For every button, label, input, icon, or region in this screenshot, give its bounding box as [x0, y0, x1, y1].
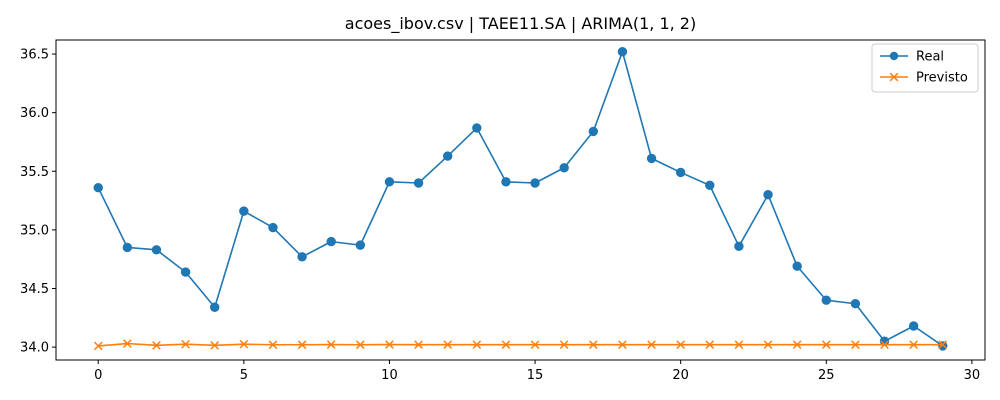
- data-point-real: [210, 302, 220, 312]
- data-point-previsto: [385, 340, 394, 349]
- data-point-previsto: [414, 340, 423, 349]
- data-point-previsto: [93, 341, 103, 351]
- data-point-previsto: [443, 340, 453, 349]
- data-point-real: [617, 47, 628, 57]
- data-point-previsto: [909, 340, 918, 349]
- data-point-previsto: [938, 340, 948, 349]
- data-point-real: [472, 123, 482, 133]
- data-point-real: [180, 267, 191, 277]
- data-point-real: [151, 245, 162, 255]
- data-point-real: [734, 241, 744, 252]
- data-point-real: [413, 178, 424, 188]
- data-point-previsto: [181, 339, 190, 349]
- data-point-real: [355, 240, 366, 250]
- data-point-real: [675, 167, 686, 178]
- data-point-previsto: [792, 340, 802, 349]
- data-point-real: [239, 206, 249, 216]
- data-point-real: [268, 222, 278, 233]
- data-point-previsto: [647, 340, 656, 349]
- series-line-real: [97, 50, 944, 347]
- data-point-previsto: [239, 339, 249, 349]
- data-point-previsto: [676, 340, 686, 349]
- x-tick-label: 25: [818, 368, 835, 383]
- data-point-previsto: [734, 340, 744, 349]
- data-point-real: [442, 151, 453, 161]
- data-point-real: [559, 163, 569, 173]
- data-point-real: [530, 178, 540, 188]
- data-point-previsto: [152, 341, 161, 350]
- data-point-previsto: [705, 340, 715, 349]
- data-point-previsto: [355, 340, 365, 350]
- x-tick-label: 5: [240, 368, 248, 383]
- plot-area: 0 5 10 15 20 25 30 34.0 34.5 35.0 35.5 36.0 36.5: [20, 39, 986, 383]
- data-point-real: [821, 295, 831, 305]
- data-point-real: [705, 180, 715, 191]
- data-point-previsto: [821, 340, 831, 349]
- y-tick-label: 35.5: [20, 165, 49, 180]
- y-tick-label: 34.5: [20, 282, 49, 297]
- data-point-previsto: [501, 340, 511, 349]
- data-point-real: [501, 177, 511, 187]
- y-tick-label: 36.5: [20, 48, 49, 63]
- legend-label: Previsto: [916, 71, 968, 86]
- data-point-previsto: [559, 340, 569, 349]
- legend: Real Previsto: [871, 43, 979, 93]
- x-tick-label: 20: [672, 368, 689, 383]
- legend-entry-previsto: Previsto: [880, 71, 968, 86]
- data-point-real: [908, 321, 919, 331]
- legend-entry-real: Real: [880, 50, 944, 65]
- data-point-real: [588, 126, 599, 137]
- series-line-previsto: [98, 342, 943, 347]
- data-point-real: [93, 182, 103, 193]
- data-point-real: [122, 242, 133, 253]
- chart-title: acoes_ibov.csv | TAEE11.SA | ARIMA(1, 1,…: [345, 14, 696, 34]
- y-tick-label: 35.0: [20, 223, 49, 238]
- data-point-real: [297, 252, 307, 262]
- data-point-previsto: [210, 341, 220, 350]
- data-point-previsto: [851, 340, 860, 349]
- data-point-real: [384, 177, 395, 187]
- data-point-previsto: [123, 339, 132, 348]
- y-tick-label: 36.0: [20, 106, 49, 121]
- x-tick-label: 30: [964, 368, 981, 383]
- data-point-real: [850, 299, 861, 309]
- data-point-real: [763, 190, 773, 200]
- y-tick-label: 34.0: [20, 341, 49, 356]
- axes-frame: [55, 39, 986, 361]
- data-point-previsto: [326, 340, 336, 349]
- data-point-real: [646, 153, 657, 164]
- x-tick-label: 10: [381, 368, 398, 383]
- x-tick-label: 15: [527, 368, 544, 383]
- x-tick-label: 0: [94, 368, 102, 383]
- data-point-previsto: [297, 340, 307, 350]
- data-point-real: [792, 261, 802, 271]
- data-point-previsto: [618, 340, 627, 349]
- data-point-real: [326, 236, 336, 247]
- data-point-previsto: [588, 340, 598, 349]
- data-point-previsto: [880, 340, 889, 349]
- data-point-real: [938, 341, 948, 351]
- legend-marker: [889, 51, 899, 61]
- data-point-previsto: [763, 340, 773, 349]
- data-point-previsto: [472, 340, 482, 349]
- legend-marker: [889, 72, 899, 82]
- data-point-previsto: [530, 340, 540, 349]
- legend-label: Real: [916, 50, 944, 65]
- data-point-previsto: [268, 340, 278, 350]
